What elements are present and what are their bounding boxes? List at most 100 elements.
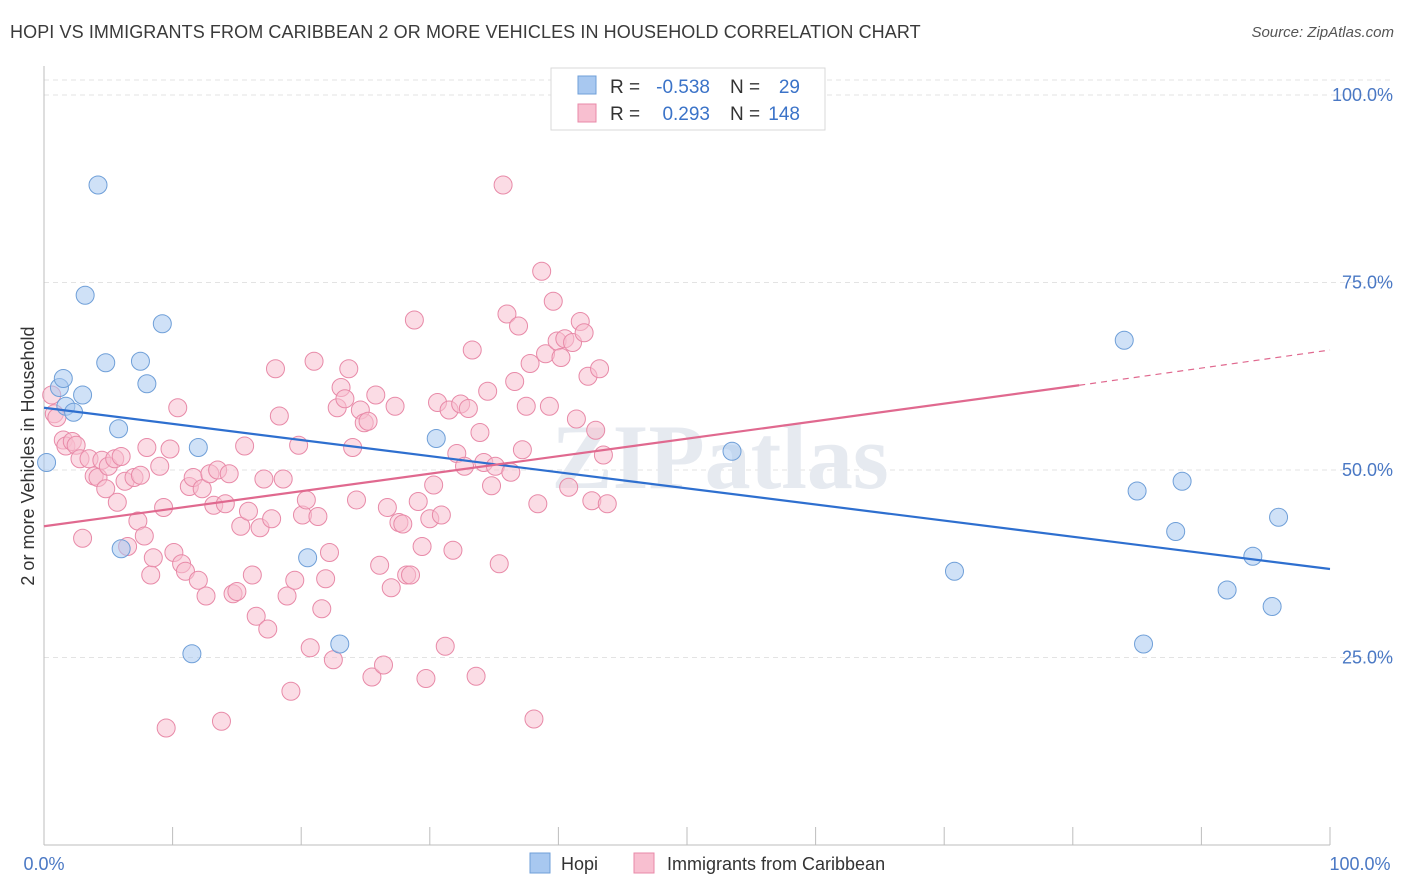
hopi-point bbox=[137, 374, 157, 394]
caribbean-point bbox=[559, 477, 579, 497]
hopi-point bbox=[37, 453, 57, 472]
caribbean-trend-line bbox=[43, 384, 1080, 528]
caribbean-point bbox=[532, 261, 552, 281]
stats-caribbean-n-label: N = bbox=[730, 104, 760, 125]
hopi-point bbox=[53, 369, 73, 388]
y-tick-label: 25.0% bbox=[1342, 648, 1393, 668]
caribbean-point bbox=[137, 438, 157, 457]
caribbean-point bbox=[160, 439, 180, 459]
caribbean-point bbox=[192, 479, 212, 499]
hopi-point bbox=[426, 429, 446, 448]
caribbean-point bbox=[156, 718, 176, 738]
stats-hopi-n-label: N = bbox=[730, 77, 760, 98]
hopi-point bbox=[152, 314, 172, 334]
hopi-point bbox=[109, 419, 129, 439]
caribbean-point bbox=[188, 570, 208, 590]
caribbean-point bbox=[130, 465, 150, 485]
hopi-point bbox=[1166, 522, 1186, 541]
trend-lines bbox=[43, 349, 1331, 571]
caribbean-point bbox=[134, 526, 154, 546]
caribbean-point bbox=[316, 569, 336, 589]
caribbean-point bbox=[258, 619, 278, 639]
caribbean-point bbox=[150, 456, 170, 476]
y-tick-label: 50.0% bbox=[1342, 460, 1393, 480]
caribbean-point bbox=[254, 469, 274, 489]
grid-lines: 25.0% 50.0% 75.0% 100.0% bbox=[44, 79, 1394, 668]
caribbean-point bbox=[335, 389, 355, 409]
caribbean-point bbox=[543, 291, 563, 311]
caribbean-point bbox=[107, 492, 127, 512]
legend-caribbean-label: Immigrants from Caribbean bbox=[667, 854, 885, 874]
caribbean-point bbox=[339, 359, 359, 379]
caribbean-point bbox=[96, 479, 116, 499]
caribbean-point bbox=[551, 348, 571, 367]
caribbean-point bbox=[381, 578, 401, 598]
caribbean-point bbox=[385, 396, 405, 416]
caribbean-point bbox=[242, 565, 262, 585]
caribbean-point bbox=[424, 475, 444, 495]
data-points bbox=[37, 175, 1289, 738]
stats-caribbean-swatch bbox=[577, 103, 597, 123]
caribbean-point bbox=[443, 540, 463, 560]
caribbean-point bbox=[466, 666, 486, 686]
caribbean-point bbox=[296, 490, 316, 510]
caribbean-point bbox=[482, 476, 502, 496]
hopi-point bbox=[944, 561, 964, 581]
caribbean-point bbox=[520, 354, 540, 373]
axes bbox=[43, 66, 1331, 846]
caribbean-point bbox=[111, 447, 131, 466]
caribbean-point bbox=[285, 570, 305, 590]
hopi-point bbox=[96, 353, 116, 373]
caribbean-point bbox=[412, 537, 432, 556]
hopi-point bbox=[298, 548, 318, 568]
hopi-point bbox=[1127, 481, 1147, 501]
hopi-point bbox=[111, 539, 131, 559]
hopi-point bbox=[130, 351, 150, 371]
caribbean-point bbox=[73, 528, 93, 548]
hopi-point bbox=[73, 385, 93, 405]
stats-hopi-r-label: R = bbox=[610, 77, 640, 98]
hopi-point bbox=[1134, 634, 1154, 654]
caribbean-point bbox=[281, 681, 301, 701]
caribbean-point bbox=[277, 586, 297, 606]
stats-caribbean-r-value: 0.293 bbox=[662, 104, 710, 125]
caribbean-point bbox=[404, 310, 424, 330]
y-axis-title: 2 or more Vehicles in Household bbox=[18, 326, 38, 585]
caribbean-point bbox=[358, 411, 378, 431]
caribbean-point bbox=[493, 175, 513, 195]
x-tick-label-min: 0.0% bbox=[23, 854, 64, 874]
caribbean-point bbox=[478, 381, 498, 401]
caribbean-point bbox=[401, 565, 421, 585]
caribbean-point bbox=[300, 638, 320, 658]
caribbean-point bbox=[196, 586, 216, 606]
caribbean-point bbox=[312, 599, 332, 619]
source-label: Source: ZipAtlas.com bbox=[1251, 24, 1394, 41]
caribbean-point bbox=[262, 509, 282, 529]
caribbean-point bbox=[143, 548, 163, 568]
hopi-point bbox=[1217, 580, 1237, 600]
caribbean-trend-line-extension bbox=[1079, 349, 1331, 386]
caribbean-point bbox=[168, 398, 188, 418]
caribbean-point bbox=[154, 498, 174, 517]
caribbean-point bbox=[265, 359, 285, 379]
stats-hopi-r-value: -0.538 bbox=[656, 77, 710, 98]
caribbean-point bbox=[489, 554, 509, 574]
stats-caribbean-r-label: R = bbox=[610, 104, 640, 125]
caribbean-point bbox=[516, 396, 536, 416]
caribbean-point bbox=[308, 507, 328, 526]
caribbean-point bbox=[346, 490, 366, 510]
caribbean-point bbox=[574, 323, 594, 343]
caribbean-point bbox=[458, 399, 478, 418]
caribbean-point bbox=[566, 409, 586, 429]
caribbean-point bbox=[235, 436, 255, 456]
caribbean-point bbox=[512, 440, 532, 460]
hopi-point bbox=[330, 634, 350, 654]
legend: Hopi Immigrants from Caribbean bbox=[529, 852, 885, 874]
caribbean-point bbox=[597, 494, 617, 514]
caribbean-point bbox=[377, 498, 397, 517]
caribbean-point bbox=[238, 501, 258, 521]
x-tick-label-max: 100.0% bbox=[1329, 854, 1390, 874]
stats-hopi-swatch bbox=[577, 75, 597, 95]
caribbean-point bbox=[211, 711, 231, 731]
